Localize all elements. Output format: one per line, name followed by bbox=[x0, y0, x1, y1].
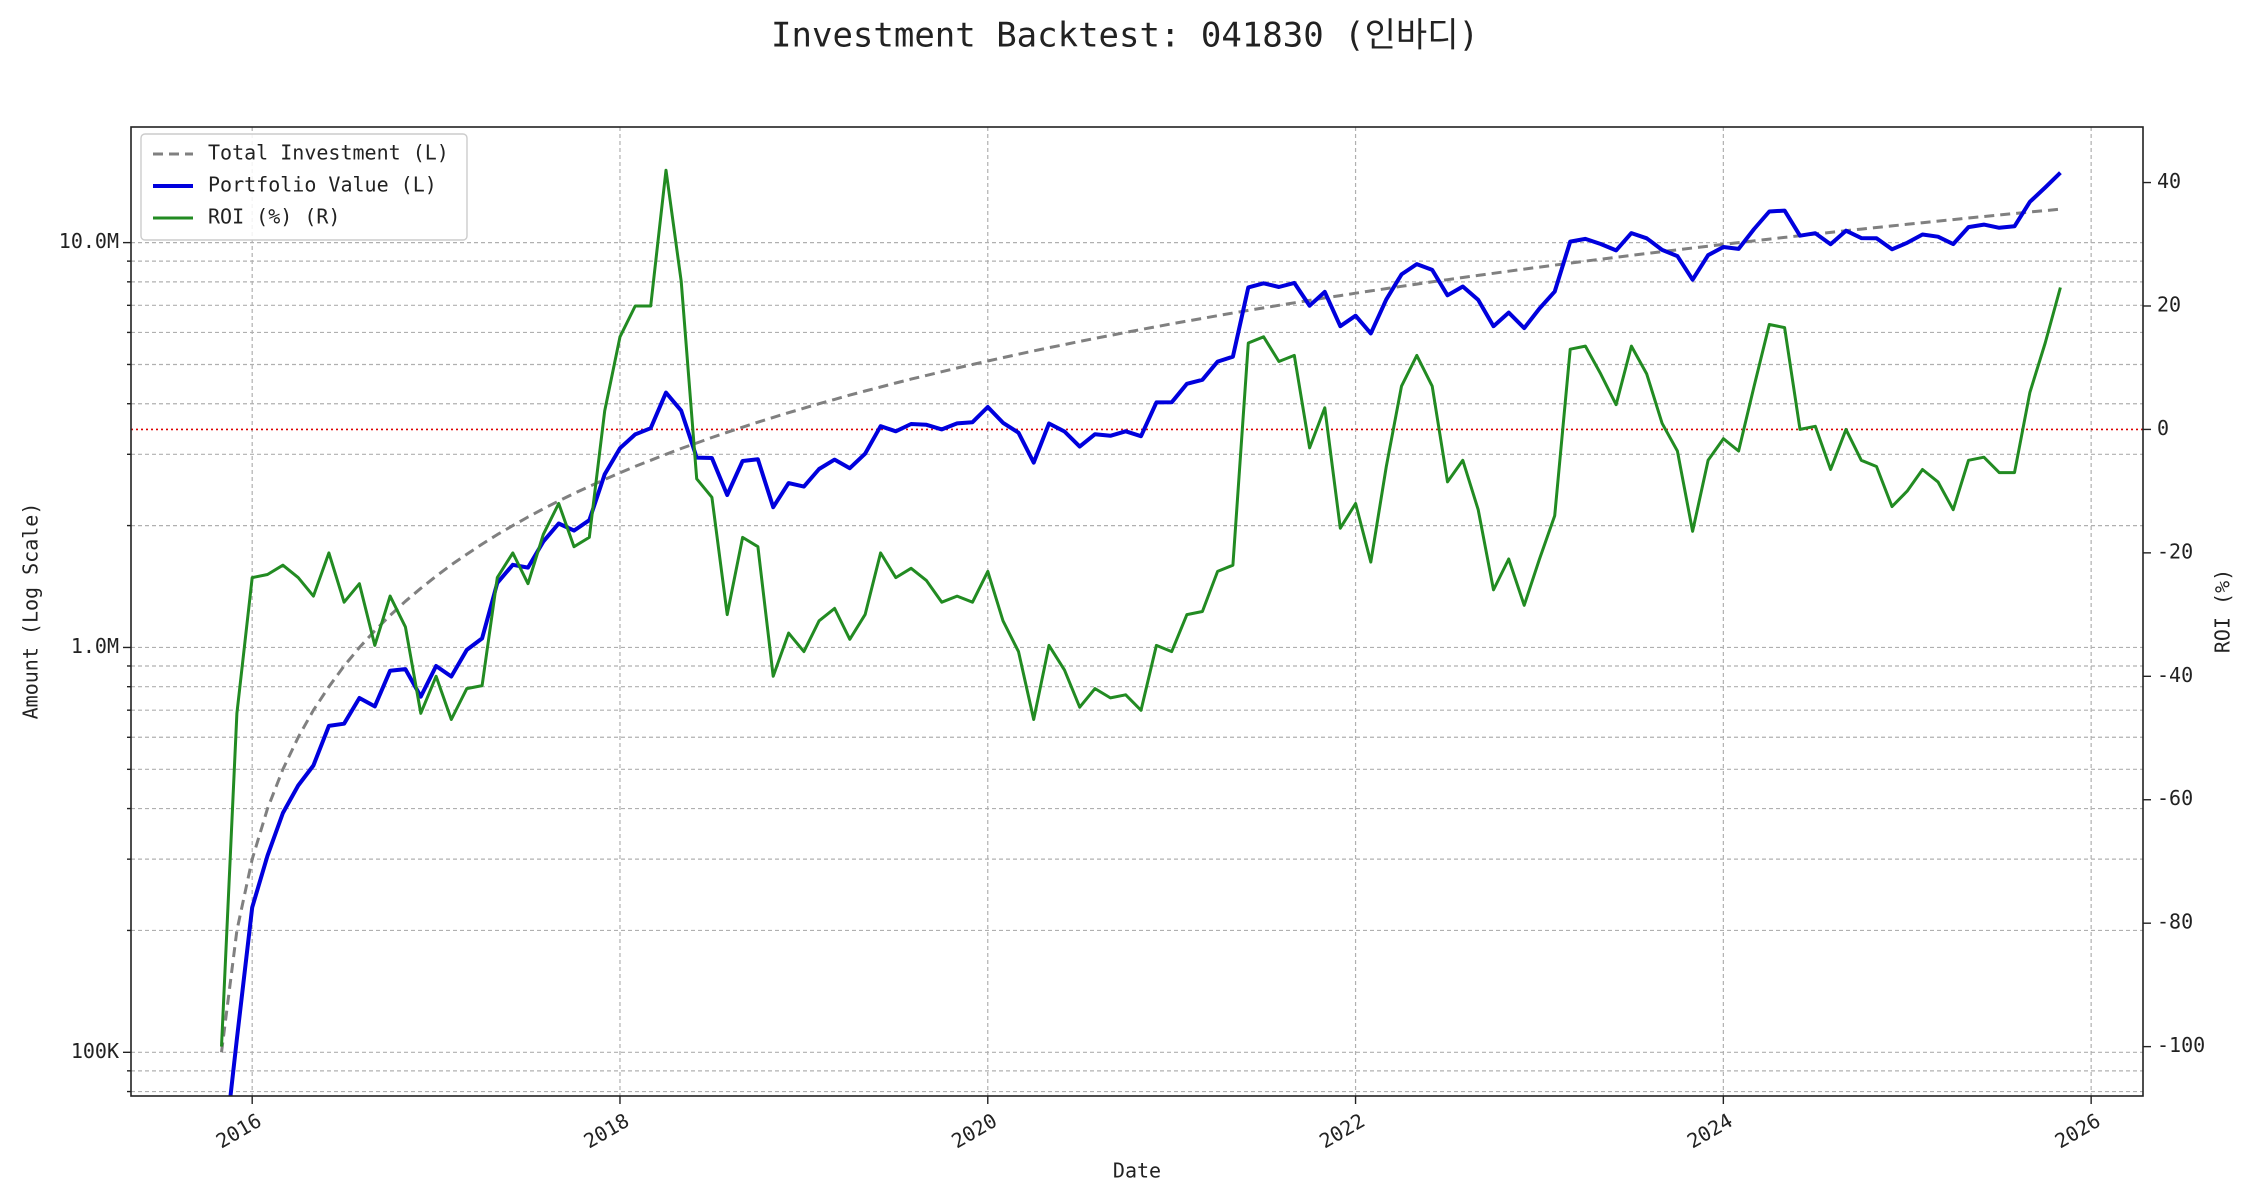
x-tick-label: 2024 bbox=[1683, 1108, 1737, 1153]
series-line bbox=[220, 207, 2061, 1053]
y-axis-label: Amount (Log Scale) bbox=[19, 503, 43, 720]
y2-tick-label: -40 bbox=[2157, 663, 2193, 687]
y-tick-label: 1.0M bbox=[71, 634, 119, 658]
y2-tick-label: -100 bbox=[2157, 1033, 2205, 1057]
axes-frame bbox=[130, 126, 2144, 1097]
x-tick-label: 2018 bbox=[580, 1108, 634, 1153]
chart-title: Investment Backtest: 041830 (인바디) bbox=[771, 16, 1479, 56]
x-tick-label: 2026 bbox=[2051, 1108, 2105, 1153]
legend-label: ROI (%) (R) bbox=[208, 205, 340, 229]
ticks: 2016 2018 2020 2022 2024 2026 100K 1.0M 10.0M -10… bbox=[59, 169, 2205, 1153]
legend-label: Total Investment (L) bbox=[208, 141, 449, 165]
y2-tick-label: 20 bbox=[2157, 292, 2181, 316]
y2-tick-label: 40 bbox=[2157, 169, 2181, 193]
series-line bbox=[220, 168, 2062, 1047]
x-tick-label: 2016 bbox=[212, 1108, 266, 1153]
x-axis-label: Date bbox=[1113, 1159, 1161, 1183]
y2-tick-label: 0 bbox=[2157, 416, 2169, 440]
y2-tick-label: -20 bbox=[2157, 539, 2193, 563]
y-tick-label: 10.0M bbox=[59, 229, 119, 253]
y2-tick-label: -60 bbox=[2157, 786, 2193, 810]
legend: Total Investment (L) Portfolio Value (L) R… bbox=[140, 133, 468, 241]
series-line bbox=[228, 171, 2062, 1096]
x-tick-label: 2022 bbox=[1315, 1108, 1369, 1153]
y2-tick-label: -80 bbox=[2157, 910, 2193, 934]
grid bbox=[131, 127, 2143, 1096]
plot-area bbox=[131, 168, 2143, 1096]
x-tick-label: 2020 bbox=[947, 1108, 1001, 1153]
y2-axis-label: ROI (%) bbox=[2211, 569, 2235, 653]
legend-label: Portfolio Value (L) bbox=[208, 173, 437, 197]
legend-box bbox=[140, 133, 468, 241]
y-tick-label: 100K bbox=[71, 1039, 119, 1063]
